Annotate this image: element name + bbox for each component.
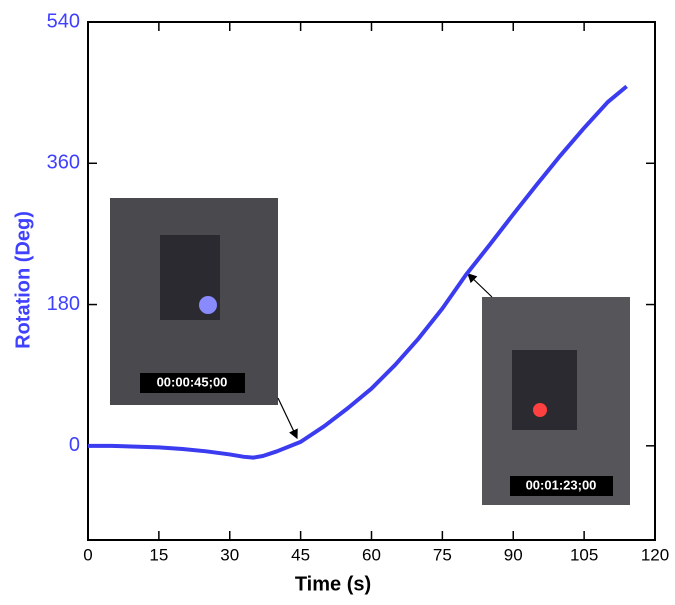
timestamp-box xyxy=(140,373,245,393)
arrow xyxy=(277,397,298,440)
y-axis-label: Rotation (Deg) xyxy=(12,211,34,349)
x-axis-label: Time (s) xyxy=(295,573,371,595)
x-tick-label: 45 xyxy=(291,545,310,564)
y-tick-label: 0 xyxy=(69,434,80,456)
timestamp: 00:00:45;00 xyxy=(157,374,228,389)
timestamp-box xyxy=(510,476,613,496)
photo-device xyxy=(512,350,577,430)
x-tick-label: 75 xyxy=(433,545,452,564)
x-tick-label: 105 xyxy=(570,545,598,564)
data-line xyxy=(88,84,628,460)
x-tick-label: 0 xyxy=(83,545,92,564)
photo-light xyxy=(199,296,217,314)
arrow xyxy=(467,273,493,298)
x-tick-label: 90 xyxy=(504,545,523,564)
timestamp: 00:01:23;00 xyxy=(526,477,597,492)
y-tick-label: 540 xyxy=(47,10,80,32)
x-tick-label: 60 xyxy=(362,545,381,564)
x-tick-label: 120 xyxy=(641,545,669,564)
photo-light xyxy=(533,403,547,417)
y-tick-label: 180 xyxy=(47,293,80,315)
x-tick-label: 30 xyxy=(220,545,239,564)
x-tick-label: 15 xyxy=(149,545,168,564)
y-tick-label: 360 xyxy=(47,152,80,174)
